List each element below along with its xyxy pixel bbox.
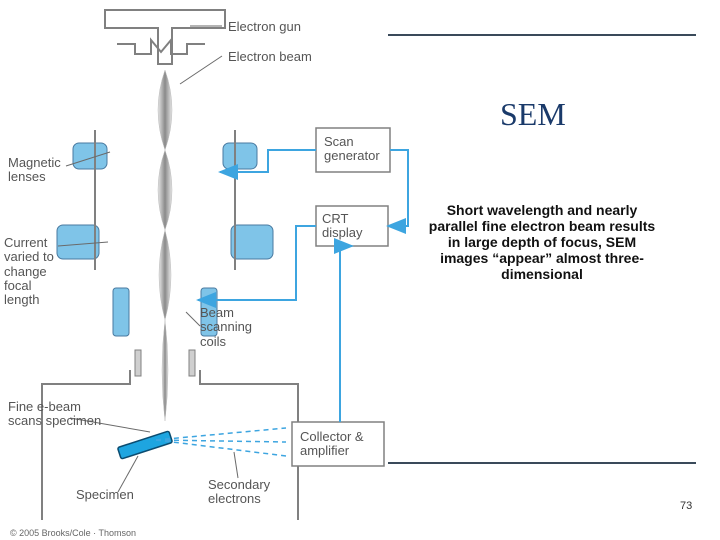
label-electronBeam: Electron beam: [228, 50, 312, 64]
label-secondary: Secondary electrons: [208, 478, 270, 507]
label-beamCoils: Beam scanning coils: [200, 306, 252, 349]
page-title: SEM: [500, 96, 566, 133]
label-collector: Collector & amplifier: [300, 430, 364, 459]
page-number: 73: [680, 500, 692, 512]
label-crt: CRT display: [322, 212, 362, 241]
label-fineEbeam: Fine e-beam scans specimen: [8, 400, 101, 429]
label-magLenses: Magnetic lenses: [8, 156, 61, 185]
bottom-rule: [388, 462, 696, 464]
description-text: Short wavelength and nearly parallel fin…: [424, 202, 660, 282]
label-currentFocal: Current varied to change focal length: [4, 236, 54, 307]
label-specimen: Specimen: [76, 488, 134, 502]
label-scanGen: Scan generator: [324, 135, 380, 164]
copyright-text: © 2005 Brooks/Cole · Thomson: [10, 528, 136, 538]
label-electronGun: Electron gun: [228, 20, 301, 34]
top-rule: [388, 34, 696, 36]
